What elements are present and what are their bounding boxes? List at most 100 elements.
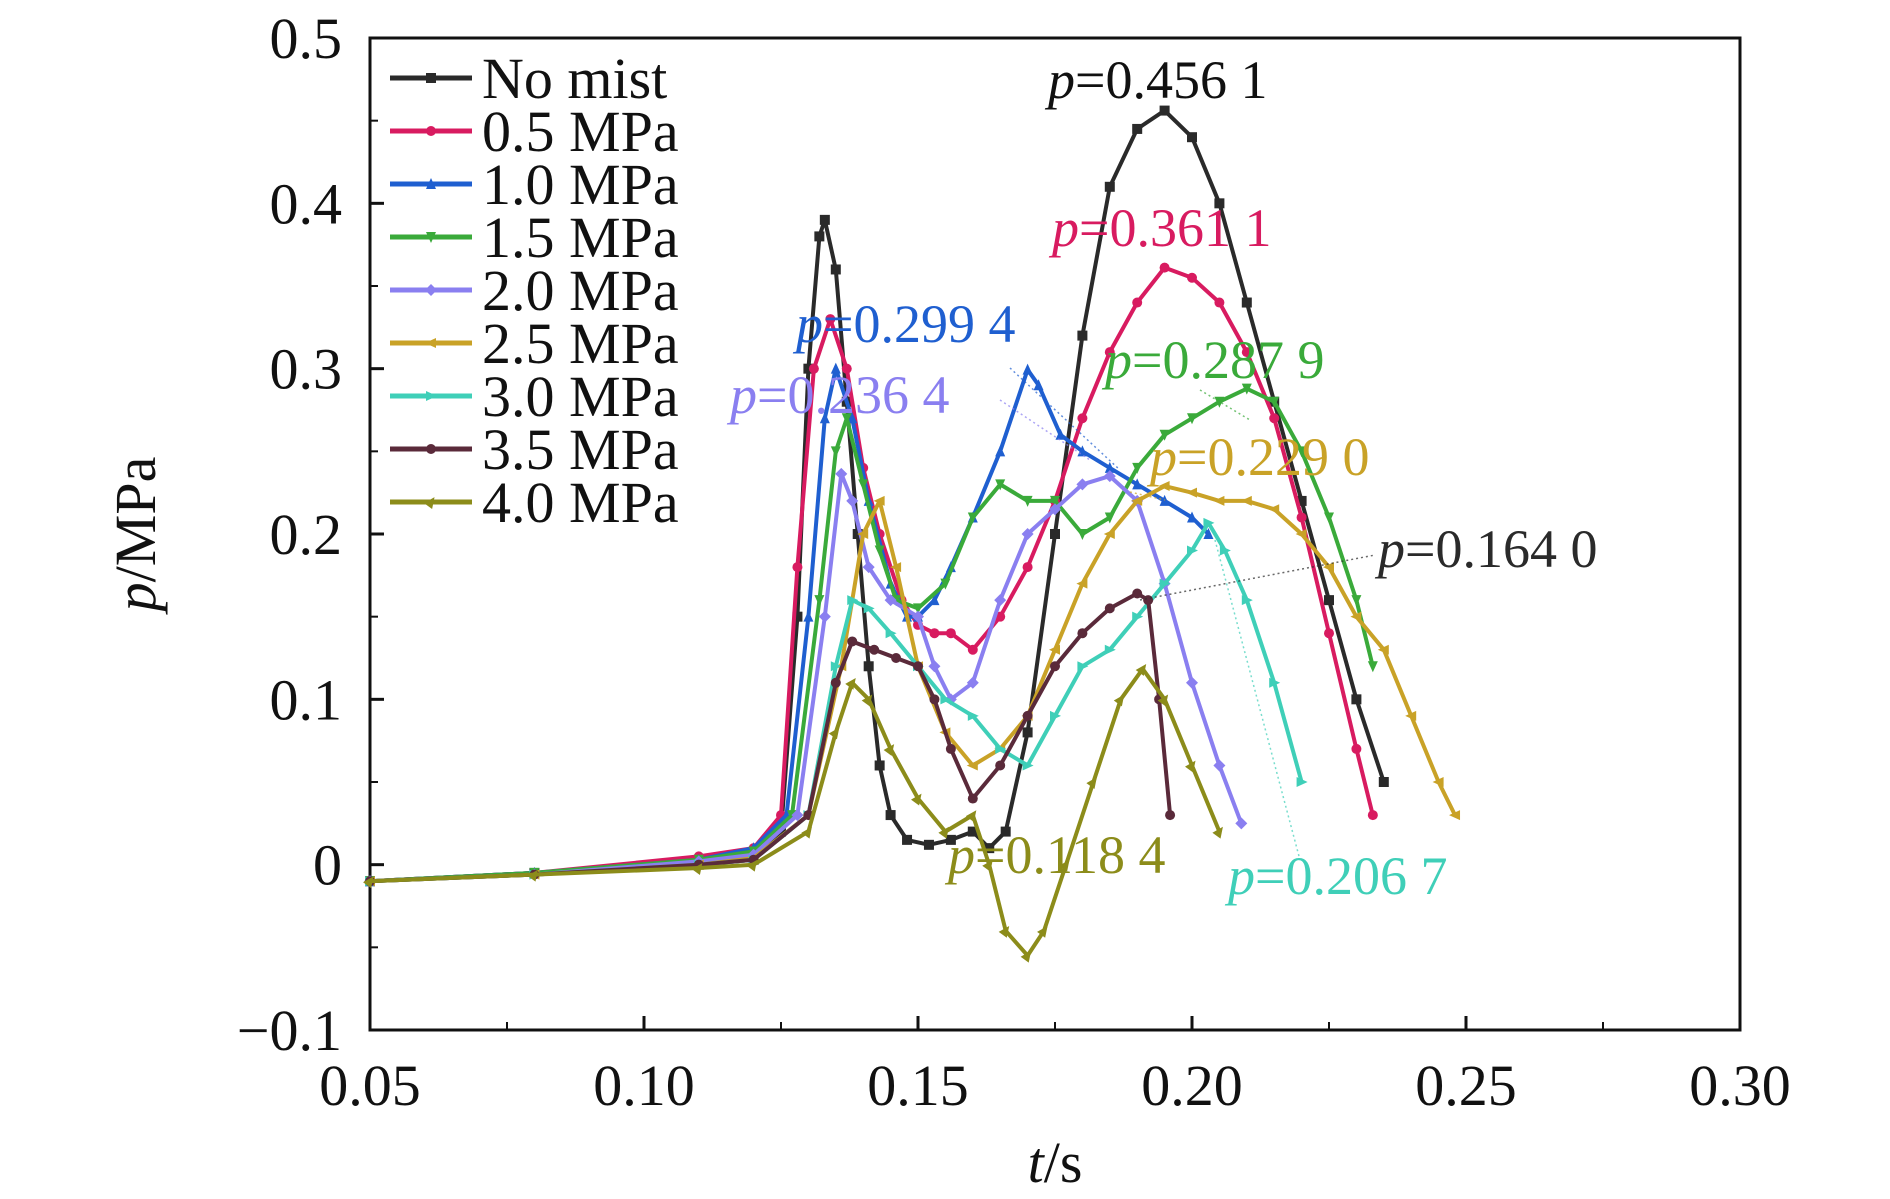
annotations: p=0.456 1 p=0.361 1 p=0.299 4 p=0.287 9 p=0.…: [726, 50, 1597, 906]
data-point: [1203, 517, 1215, 528]
data-point: [1050, 661, 1060, 672]
data-point: [945, 628, 956, 639]
data-point: [1050, 710, 1061, 721]
data-point: [1050, 529, 1060, 539]
data-point: [1113, 694, 1125, 707]
data-point: [1076, 478, 1089, 491]
data-point: [1241, 595, 1253, 606]
data-point: [846, 494, 859, 507]
legend-marker: [426, 126, 436, 136]
data-point: [1022, 727, 1033, 738]
data-point: [1077, 661, 1089, 672]
data-point: [1185, 760, 1196, 773]
data-point: [1269, 413, 1280, 424]
data-point: [1324, 512, 1334, 524]
data-point: [1241, 297, 1252, 308]
data-point: [830, 446, 841, 458]
data-point: [863, 661, 874, 672]
data-point: [830, 362, 841, 374]
data-point: [1323, 562, 1334, 573]
data-point: [1367, 661, 1378, 673]
data-point: [995, 743, 1007, 754]
data-point: [1187, 272, 1197, 283]
x-axis-label: t/s: [1028, 1130, 1083, 1195]
data-point: [746, 859, 758, 872]
peak-annotation: p=0.299 4: [792, 294, 1015, 354]
series-0-5-mpa: [365, 262, 1378, 887]
legend-item: 3.0 MPa: [390, 364, 679, 429]
legend-label: No mist: [482, 46, 667, 111]
data-point: [792, 562, 803, 573]
series-2-5-mpa: [364, 481, 1461, 887]
data-point: [912, 610, 924, 623]
annotation-leader: [1199, 389, 1251, 421]
data-point: [929, 694, 940, 705]
data-point: [818, 610, 831, 623]
data-point: [691, 863, 703, 875]
series-2-0-mpa: [364, 467, 1248, 888]
data-point: [1143, 595, 1154, 606]
legend-marker: [426, 391, 437, 401]
data-point: [1159, 262, 1170, 273]
legend-label: 4.0 MPa: [482, 470, 679, 535]
data-point: [945, 834, 956, 845]
legend-marker: [426, 444, 436, 454]
data-point: [1135, 664, 1147, 676]
data-point: [891, 653, 902, 663]
annotation-leader: [1214, 539, 1301, 861]
data-point: [1269, 677, 1281, 688]
legend-label: 1.5 MPa: [482, 205, 679, 270]
annotation-leader: [999, 399, 1091, 461]
data-point: [945, 743, 956, 754]
data-point: [1033, 379, 1044, 391]
data-point: [967, 710, 979, 721]
y-tick-label: 0.4: [270, 171, 343, 236]
data-point: [1187, 132, 1197, 143]
legend-label: 0.5 MPa: [482, 99, 679, 164]
data-point: [1405, 710, 1417, 721]
data-point: [1158, 481, 1170, 492]
data-point: [847, 412, 858, 424]
data-point: [995, 760, 1006, 771]
data-point: [1104, 461, 1115, 473]
data-point: [847, 636, 858, 647]
data-point: [967, 826, 978, 837]
data-point: [1213, 495, 1225, 506]
data-point: [1324, 628, 1334, 639]
annotation-leader: [1129, 491, 1166, 501]
data-point: [1159, 105, 1170, 116]
data-point: [1295, 529, 1307, 539]
data-point: [1132, 611, 1144, 622]
data-point: [1186, 487, 1197, 498]
legend-item: 1.0 MPa: [390, 152, 679, 217]
data-point: [1351, 595, 1362, 607]
x-tick-label: 0.20: [1141, 1053, 1243, 1118]
data-point: [1037, 925, 1048, 938]
x-tick-label: 0.30: [1689, 1053, 1791, 1118]
data-point: [1132, 462, 1143, 474]
data-point: [819, 214, 830, 225]
data-point: [869, 644, 880, 655]
y-tick-label: 0.3: [270, 337, 343, 402]
y-tick-label: 0.2: [270, 502, 343, 567]
data-point: [803, 363, 814, 374]
data-point: [1104, 512, 1115, 524]
data-point: [929, 628, 940, 639]
data-point: [998, 925, 1010, 938]
data-point: [1351, 694, 1362, 705]
data-point: [995, 445, 1006, 457]
data-point: [1022, 710, 1033, 721]
data-point: [1240, 495, 1252, 506]
data-point: [1131, 495, 1143, 506]
data-point: [862, 561, 875, 574]
y-tick-label: −0.1: [237, 998, 342, 1063]
series-line: [369, 471, 1244, 884]
legend-item: 1.5 MPa: [390, 205, 679, 270]
legend-item: 2.0 MPa: [390, 258, 679, 323]
data-point: [828, 727, 840, 740]
data-point: [1214, 297, 1225, 308]
x-tick-label: 0.10: [593, 1053, 695, 1118]
data-point: [883, 744, 895, 756]
series-4-0-mpa: [363, 664, 1223, 963]
data-point: [874, 760, 885, 771]
